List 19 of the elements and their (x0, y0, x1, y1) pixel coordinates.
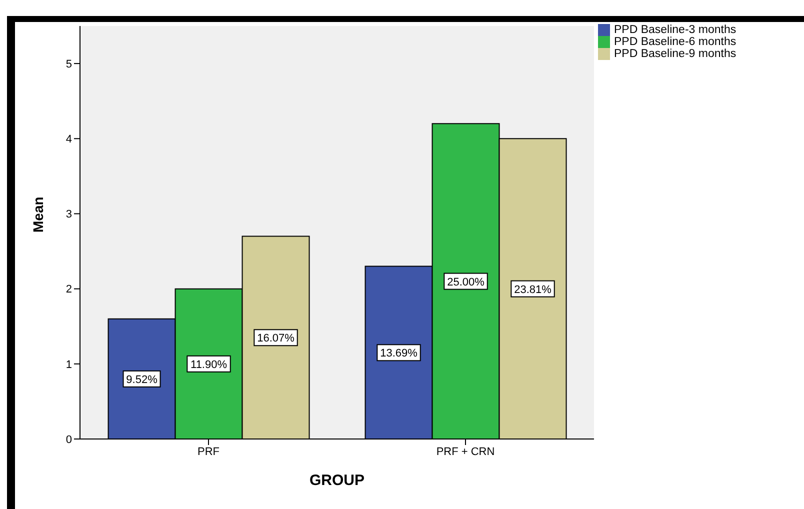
annotation: 16.07% (257, 332, 295, 345)
x-axis-title: GROUP (309, 472, 365, 489)
annotation: 25.00% (447, 276, 485, 288)
y-axis-title: Mean (30, 196, 46, 232)
annotation: 23.81% (514, 284, 552, 296)
x-tick-label: PRF + CRN (436, 446, 495, 458)
legend-label: PPD Baseline-6 months (614, 36, 736, 48)
y-tick-label: 1 (66, 358, 72, 371)
y-tick-label: 3 (66, 208, 72, 221)
legend-label: PPD Baseline-9 months (614, 48, 736, 60)
annotation: 13.69% (380, 348, 418, 360)
x-tick-label: PRF (198, 446, 220, 458)
y-tick-label: 4 (66, 134, 72, 146)
y-tick-label: 5 (66, 58, 72, 70)
y-tick-label: 2 (66, 284, 72, 296)
annotation: 9.52% (126, 374, 158, 386)
annotation: 11.90% (190, 358, 228, 371)
legend-label: PPD Baseline-3 months (614, 24, 736, 36)
y-tick-label: 0 (66, 434, 72, 446)
